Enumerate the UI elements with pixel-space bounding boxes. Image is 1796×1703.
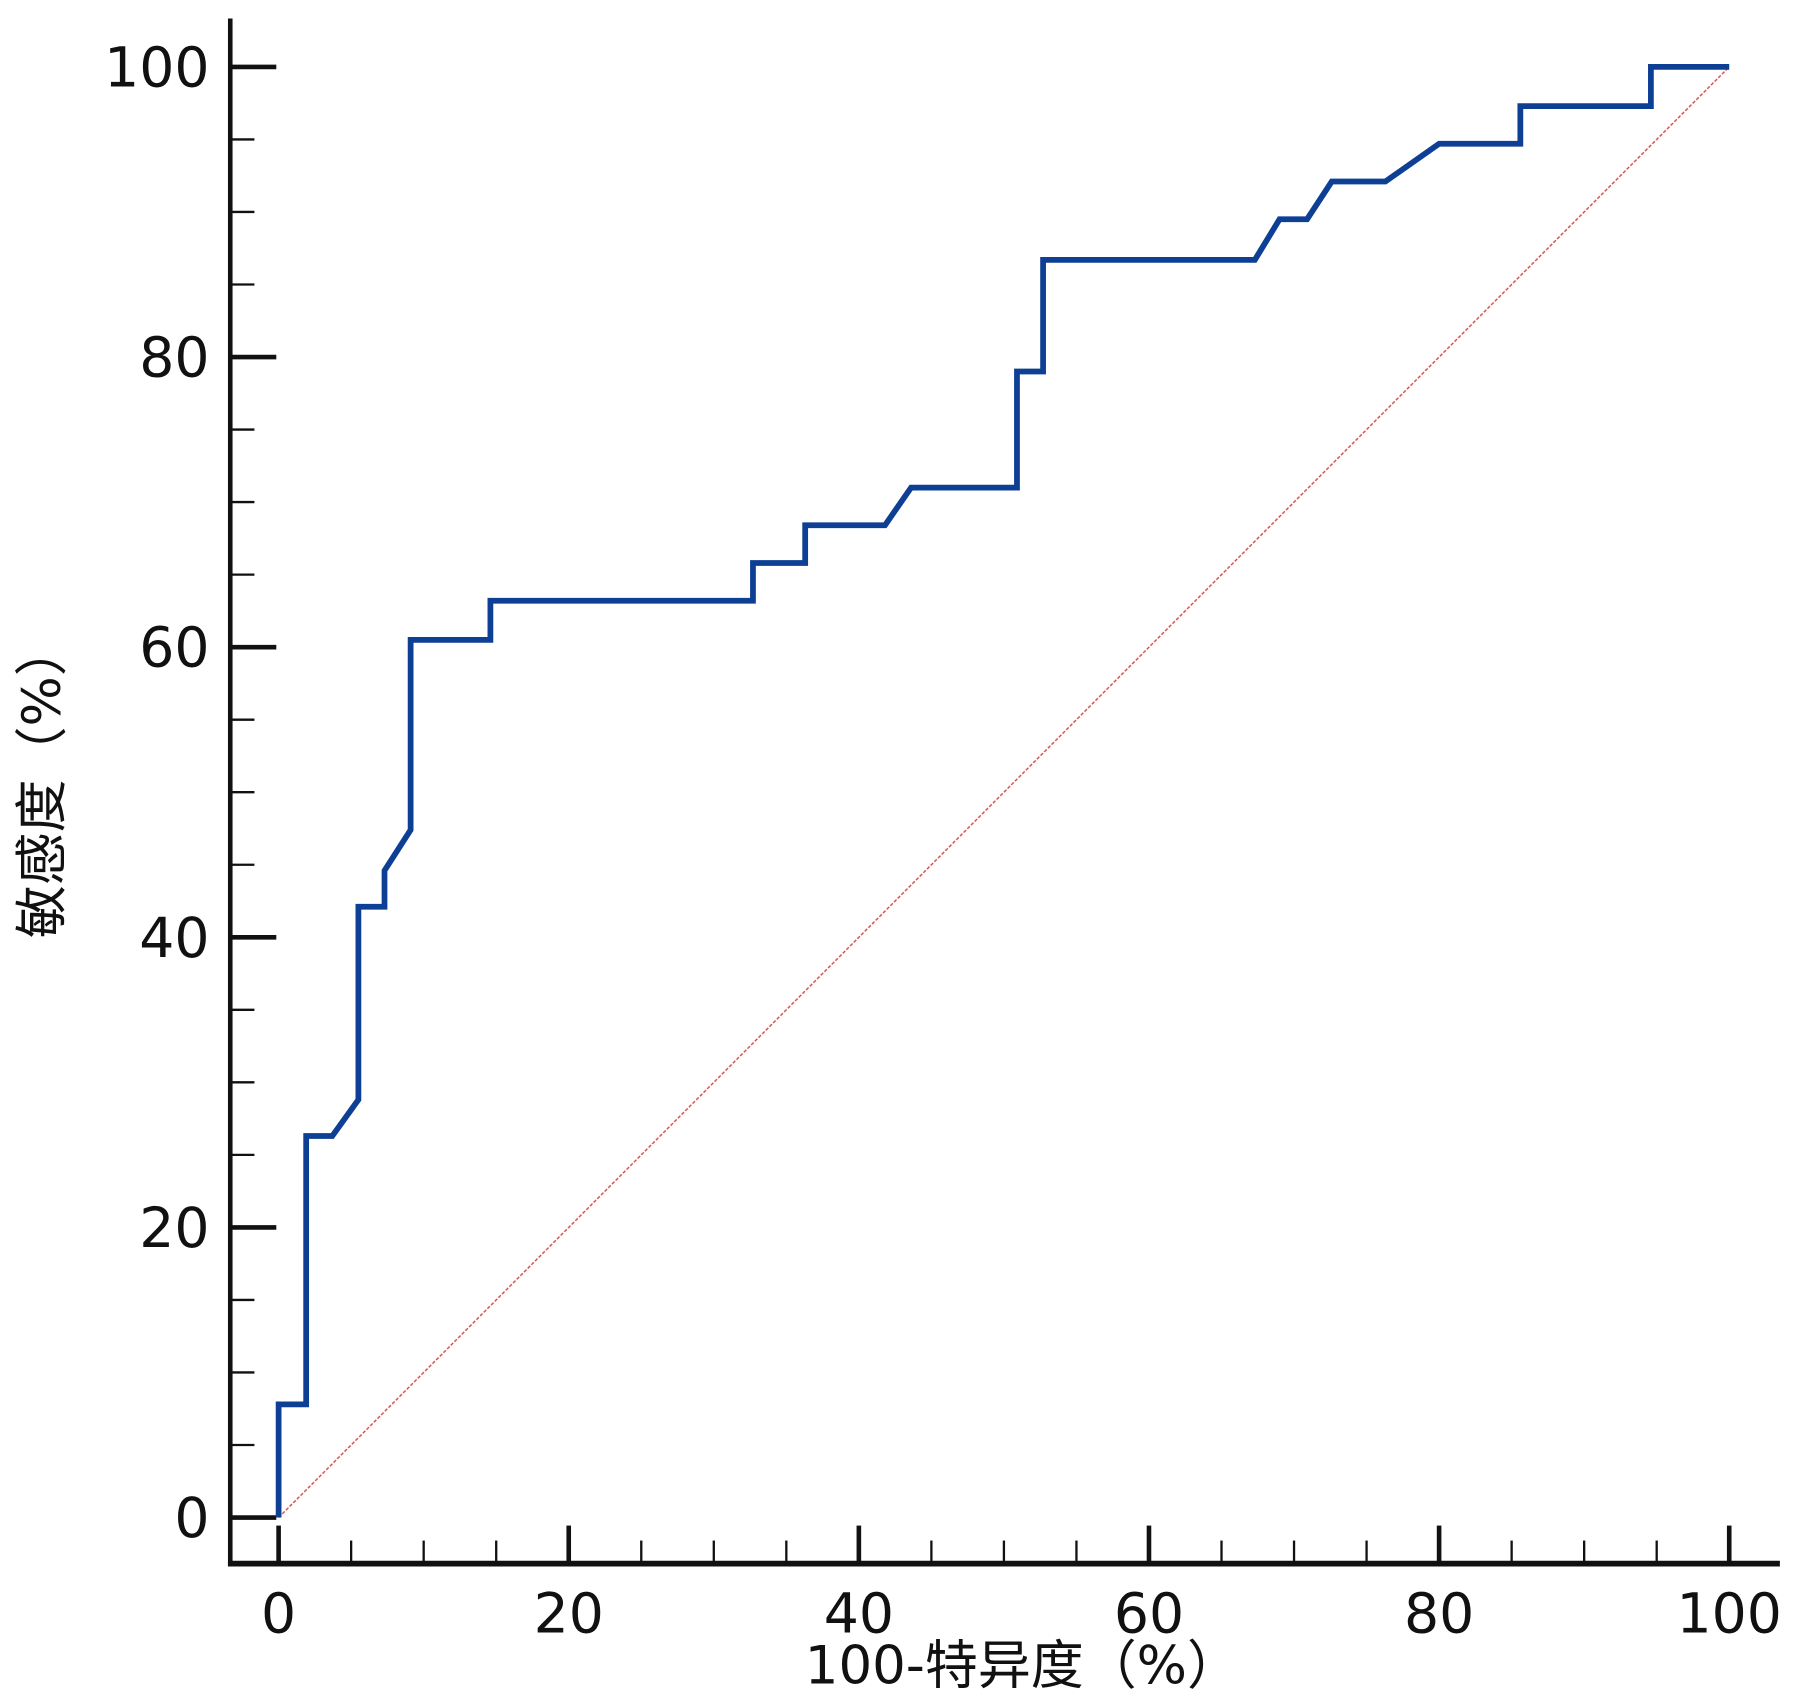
- y-axis-label: 敏感度（%）: [12, 623, 73, 938]
- x-tick-label: 20: [534, 1583, 604, 1647]
- y-tick-label: 100: [104, 36, 209, 100]
- x-tick-label: 80: [1404, 1583, 1474, 1647]
- plot-area: [275, 64, 1730, 1519]
- x-tick-label: 0: [261, 1583, 296, 1647]
- y-tick-label: 40: [139, 907, 209, 971]
- roc-curve-line: [275, 64, 1730, 1518]
- y-tick-label: 0: [174, 1487, 209, 1551]
- y-tick-label: 80: [139, 327, 209, 391]
- x-tick-label: 100: [1676, 1583, 1781, 1647]
- x-tick-label: 60: [1114, 1583, 1184, 1647]
- y-tick-label: 20: [139, 1197, 209, 1261]
- x-axis-label: 100-特异度（%）: [805, 1635, 1240, 1696]
- x-tick-label: 40: [824, 1583, 894, 1647]
- reference-diagonal-line: [278, 66, 1730, 1519]
- y-tick-label: 60: [139, 617, 209, 681]
- axes: 0 20 40 60 80 100 0 20 40 60 80 100: [104, 18, 1782, 1647]
